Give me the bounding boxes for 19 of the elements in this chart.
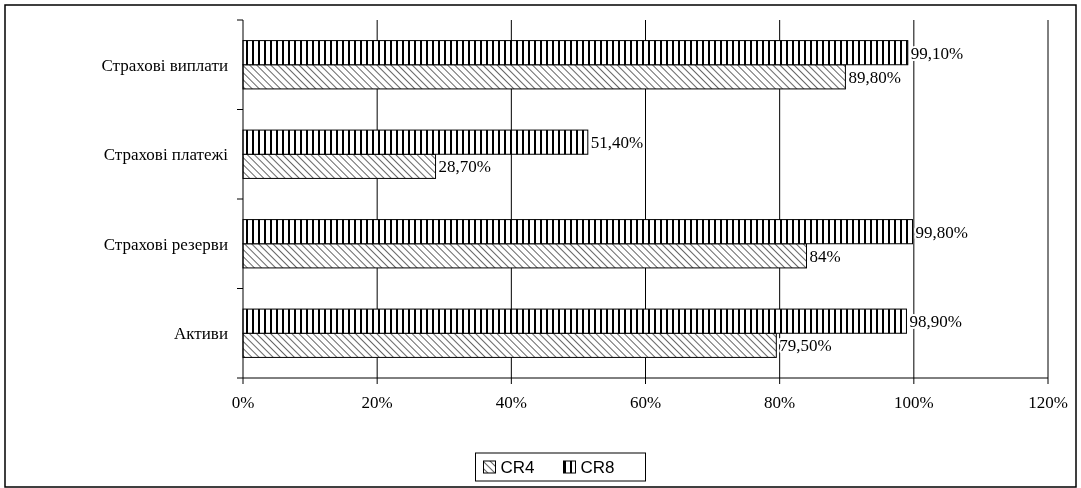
x-tick-label: 100%: [894, 393, 934, 412]
y-tick-label: Страхові резерви: [103, 234, 228, 254]
data-label: 89,80%: [848, 67, 901, 87]
x-tick-label: 0%: [231, 393, 255, 412]
data-label: 79,50%: [779, 336, 832, 356]
x-tick-label: 80%: [764, 393, 796, 412]
data-label: 51,40%: [590, 133, 644, 153]
x-tick-label: 60%: [629, 393, 662, 412]
x-tick-label: 20%: [361, 393, 393, 412]
data-label: 99,80%: [915, 222, 968, 242]
y-tick-label: Активи: [174, 324, 228, 344]
legend-label: CR8: [580, 457, 615, 477]
y-tick-label: Страхові платежі: [103, 145, 229, 165]
x-tick-label: 40%: [495, 393, 527, 412]
y-tick-label: Страхові виплати: [101, 55, 228, 75]
x-tick-label: 120%: [1028, 393, 1068, 412]
legend-label: CR4: [500, 457, 535, 477]
data-label: 28,70%: [438, 157, 491, 177]
data-label: 84%: [809, 246, 841, 266]
